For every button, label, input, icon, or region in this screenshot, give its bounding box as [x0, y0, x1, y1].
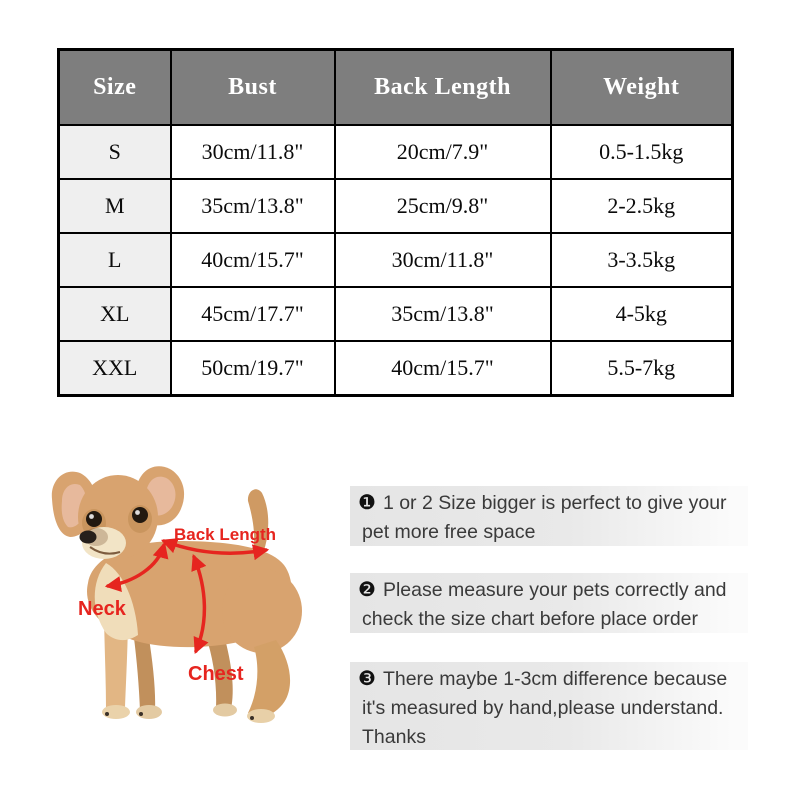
note-text: There maybe 1-3cm difference because: [382, 668, 728, 690]
table-header-row: Size Bust Back Length Weight: [57, 48, 734, 126]
note-number-icon: ❷: [358, 577, 376, 601]
size-cell: XXL: [57, 340, 172, 397]
dog-illustration: [51, 466, 302, 723]
dog-far-hind-paw: [213, 703, 237, 717]
weight-cell: 4-5kg: [549, 286, 734, 342]
col-header-weight: Weight: [549, 48, 734, 126]
bust-cell: 50cm/19.7": [169, 340, 336, 397]
back-length-arrow: [160, 538, 270, 561]
table-row: L 40cm/15.7" 30cm/11.8" 3-3.5kg: [57, 232, 734, 288]
note-text: Thanks: [362, 726, 426, 748]
note-line: ❸ There maybe 1-3cm difference because: [358, 664, 742, 694]
note-item: ❶ 1 or 2 Size bigger is perfect to give y…: [350, 486, 748, 546]
neck-label: Neck: [78, 598, 126, 620]
size-cell: S: [57, 124, 172, 180]
note-line: ❷ Please measure your pets correctly and: [358, 575, 742, 605]
dog-measurement-diagram: Back Length Neck Chest: [28, 455, 343, 790]
dog-nose: [79, 530, 97, 544]
table-row: XL 45cm/17.7" 35cm/13.8" 4-5kg: [57, 286, 734, 342]
col-header-back-length: Back Length: [333, 48, 552, 126]
col-header-size: Size: [57, 48, 172, 126]
note-text: check the size chart before place order: [362, 608, 699, 630]
bust-cell: 40cm/15.7": [169, 232, 336, 288]
size-cell: XL: [57, 286, 172, 342]
weight-cell: 5.5-7kg: [549, 340, 734, 397]
bust-cell: 45cm/17.7": [169, 286, 336, 342]
dog-hind-paw: [247, 709, 275, 723]
note-text: it's measured by hand,please understand.: [362, 697, 724, 719]
note-text: Please measure your pets correctly and: [382, 579, 727, 601]
back-length-cell: 25cm/9.8": [333, 178, 552, 234]
paw-claw: [250, 716, 254, 720]
back-length-cell: 30cm/11.8": [333, 232, 552, 288]
chest-arrow: [191, 554, 209, 654]
eye-highlight: [135, 510, 140, 515]
back-length-cell: 40cm/15.7": [333, 340, 552, 397]
eye-highlight: [89, 514, 94, 519]
dog-eye-left: [86, 511, 102, 527]
dog-hind-leg: [248, 640, 291, 717]
back-length-label: Back Length: [174, 525, 277, 544]
size-cell: M: [57, 178, 172, 234]
dog-front-paw: [102, 705, 130, 719]
table-row: XXL 50cm/19.7" 40cm/15.7" 5.5-7kg: [57, 340, 734, 397]
dog-thigh: [222, 569, 302, 653]
bust-cell: 30cm/11.8": [169, 124, 336, 180]
size-cell: L: [57, 232, 172, 288]
paw-claw: [105, 712, 109, 716]
back-length-cell: 20cm/7.9": [333, 124, 552, 180]
note-text: 1 or 2 Size bigger is perfect to give yo…: [382, 492, 727, 514]
weight-cell: 0.5-1.5kg: [549, 124, 734, 180]
note-text: pet more free space: [362, 521, 536, 543]
note-line: ❶ 1 or 2 Size bigger is perfect to give y…: [358, 488, 742, 518]
dog-eye-right: [132, 507, 148, 523]
note-item: ❸ There maybe 1-3cm difference because it…: [350, 662, 748, 750]
neck-arrow: [104, 541, 169, 592]
note-item: ❷ Please measure your pets correctly and …: [350, 573, 748, 633]
paw-claw: [139, 712, 143, 716]
bust-cell: 35cm/13.8": [169, 178, 336, 234]
chest-label: Chest: [188, 663, 244, 685]
weight-cell: 2-2.5kg: [549, 178, 734, 234]
note-number-icon: ❶: [358, 490, 376, 514]
note-number-icon: ❸: [358, 666, 376, 690]
back-length-cell: 35cm/13.8": [333, 286, 552, 342]
dog-far-front-paw: [136, 705, 162, 719]
size-chart-table: Size Bust Back Length Weight S 30cm/11.8…: [57, 48, 734, 397]
col-header-bust: Bust: [169, 48, 336, 126]
weight-cell: 3-3.5kg: [549, 232, 734, 288]
dog-far-hind-leg: [208, 635, 233, 709]
table-row: S 30cm/11.8" 20cm/7.9" 0.5-1.5kg: [57, 124, 734, 180]
table-row: M 35cm/13.8" 25cm/9.8" 2-2.5kg: [57, 178, 734, 234]
